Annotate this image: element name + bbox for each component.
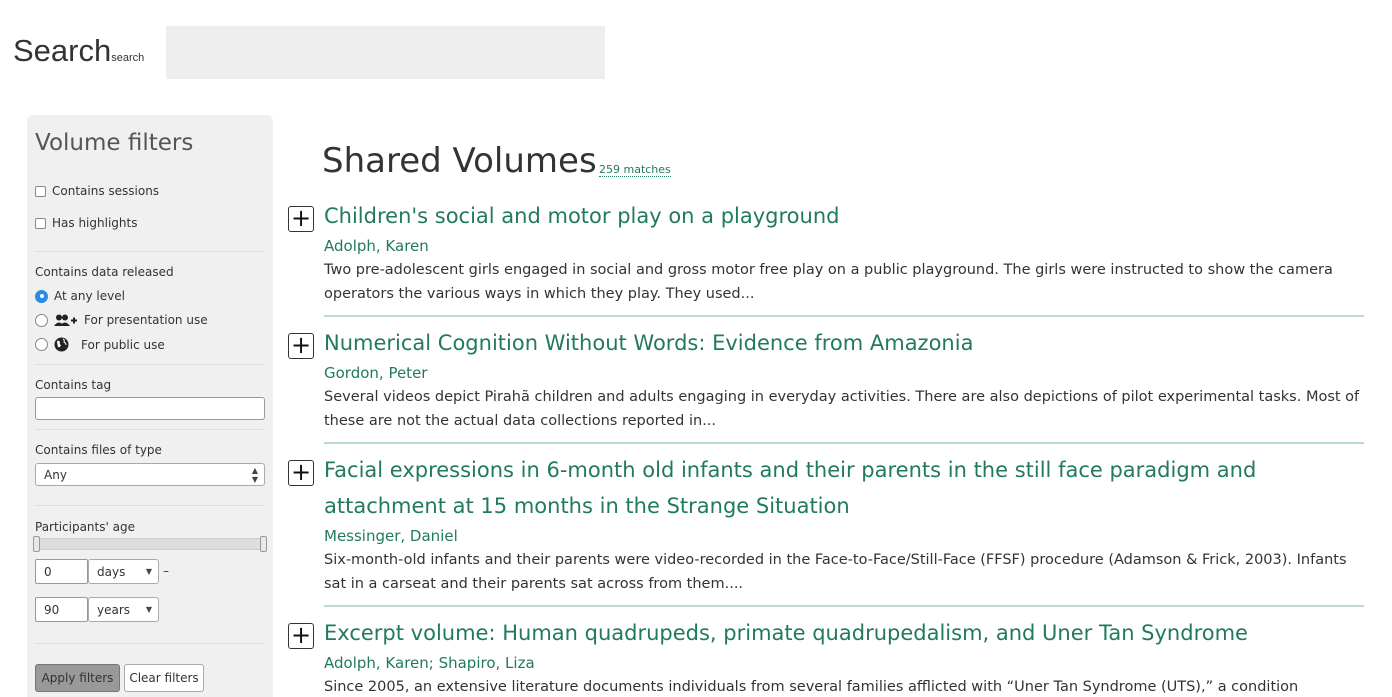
updown-arrow-icon: ▲ ▼ [251,465,258,484]
chevron-down-icon: ▼ [145,605,152,614]
age-slider-min-handle[interactable] [33,536,40,552]
contains-sessions-checkbox[interactable] [35,185,46,197]
divider [35,505,265,506]
age-max-unit-value: years [97,602,131,617]
has-highlights-option[interactable]: Has highlights [35,216,137,230]
divider [35,429,265,430]
volume-title[interactable]: Children's social and motor play on a pl… [324,204,840,228]
matches-count[interactable]: 259 matches [599,163,671,177]
volume-authors[interactable]: Adolph, Karen [324,237,429,255]
globe-icon [54,337,69,352]
clear-filters-button[interactable]: Clear filters [124,664,204,692]
age-min-unit-value: days [97,564,126,579]
volume-description: Two pre-adolescent girls engaged in soci… [324,262,1333,302]
search-subtitle: search [111,52,145,64]
volume-separator [324,315,1364,317]
tag-input[interactable] [35,397,265,420]
filetype-select[interactable]: Any ▲ ▼ [35,463,265,486]
expand-plus-icon[interactable]: + [288,623,314,649]
volume-separator [324,442,1364,444]
divider [35,364,265,365]
age-max-value: 90 [44,602,60,617]
release-presentation-radio[interactable] [35,313,48,327]
divider [35,643,265,644]
released-label: Contains data released [35,265,174,279]
release-option-any[interactable]: At any level [35,289,125,303]
volume-filters-panel: Volume filters Contains sessions Has hig… [27,115,273,697]
age-min-unit-select[interactable]: days ▼ [88,559,159,584]
volume-description: Several videos depict Pirahã children an… [324,389,1360,429]
age-max-unit-select[interactable]: years ▼ [88,597,159,622]
release-option-public[interactable]: For public use [35,337,165,352]
search-title: Search [13,33,112,68]
age-label: Participants' age [35,520,135,534]
filters-title: Volume filters [35,130,194,156]
has-highlights-checkbox[interactable] [35,217,46,229]
volume-description: Six-month-old infants and their parents … [324,552,1347,592]
volume-description: Since 2005, an extensive literature docu… [324,679,1299,695]
search-heading: Searchsearch [13,33,144,69]
age-min-value: 0 [44,564,52,579]
tag-label: Contains tag [35,378,112,392]
range-dash: – [163,564,169,578]
contains-sessions-label: Contains sessions [52,184,160,198]
volume-title[interactable]: Numerical Cognition Without Words: Evide… [324,331,974,355]
expand-plus-icon[interactable]: + [288,206,314,232]
release-any-label: At any level [54,289,125,303]
volume-separator [324,605,1364,607]
volume-authors[interactable]: Messinger, Daniel [324,527,458,545]
contains-sessions-option[interactable]: Contains sessions [35,184,159,198]
users-plus-icon [54,314,77,326]
age-min-input[interactable]: 0 [35,559,88,584]
filetype-value: Any [44,467,67,482]
search-input[interactable] [166,26,605,79]
chevron-down-icon: ▼ [145,567,152,576]
release-public-label: For public use [81,337,165,352]
divider [35,251,265,252]
release-presentation-label: For presentation use [84,313,208,327]
has-highlights-label: Has highlights [52,216,138,230]
volume-title[interactable]: Facial expressions in 6-month old infant… [324,458,1257,518]
release-option-presentation[interactable]: For presentation use [35,313,208,327]
age-slider-max-handle[interactable] [260,536,267,552]
volume-authors[interactable]: Adolph, Karen; Shapiro, Liza [324,654,535,672]
volume-title[interactable]: Excerpt volume: Human quadrupeds, primat… [324,621,1248,645]
apply-filters-button[interactable]: Apply filters [35,664,120,692]
age-max-input[interactable]: 90 [35,597,88,622]
volume-authors[interactable]: Gordon, Peter [324,364,428,382]
release-any-radio[interactable] [35,289,48,303]
release-public-radio[interactable] [35,338,48,351]
expand-plus-icon[interactable]: + [288,333,314,359]
expand-plus-icon[interactable]: + [288,460,314,486]
filetype-label: Contains files of type [35,443,162,457]
age-slider-track[interactable] [35,538,265,550]
page-title: Shared Volumes [322,141,597,181]
